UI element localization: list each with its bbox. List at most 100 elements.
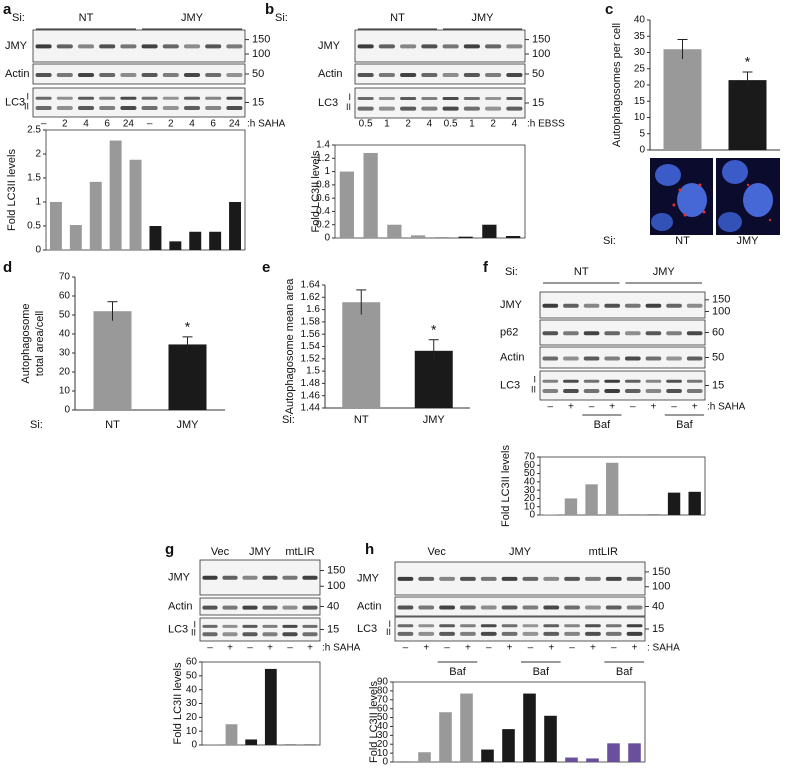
row-label: Actin (168, 600, 192, 612)
band (563, 356, 579, 361)
y-tick-label: 30 (524, 485, 536, 496)
lane-label: – (528, 643, 534, 654)
lane-label: + (465, 643, 471, 654)
mw-label: 150 (327, 564, 345, 576)
band (183, 73, 201, 77)
lane-unit: :h SAHA (322, 643, 361, 654)
y-axis-label: Fold LC3II levels (6, 149, 18, 231)
lc3-form: II (386, 627, 391, 637)
microscopy-images (650, 158, 780, 235)
band (485, 97, 502, 100)
lane-label: – (444, 643, 450, 654)
row-label: LC3 (168, 623, 188, 635)
lane-label: – (287, 643, 293, 654)
lane-unit: :h SAHA (247, 119, 286, 130)
band (605, 631, 622, 636)
band (564, 605, 580, 610)
band (506, 106, 523, 111)
bar (502, 729, 515, 762)
band (418, 631, 435, 636)
significance-mark: * (431, 321, 437, 337)
lc3-form: II (346, 102, 351, 112)
y-tick-label: 1 (35, 197, 41, 208)
band (626, 605, 643, 610)
band (183, 44, 201, 49)
band (626, 576, 643, 581)
band (222, 575, 238, 580)
band (604, 331, 621, 336)
group-label: JMY (472, 12, 495, 24)
y-tick-label: 50 (377, 712, 389, 723)
band (564, 624, 580, 628)
mw-label: 15 (652, 623, 664, 635)
band (686, 303, 703, 308)
band (583, 379, 600, 383)
band (543, 605, 560, 610)
group-label: JMY (509, 546, 532, 558)
band (604, 303, 621, 308)
band (56, 73, 73, 77)
plot-frame (539, 456, 706, 516)
band (400, 44, 417, 49)
band (202, 624, 218, 628)
band (77, 96, 95, 100)
band (183, 105, 201, 110)
band (99, 44, 116, 49)
lane-label: + (632, 643, 638, 654)
band (35, 44, 52, 49)
band (686, 388, 703, 393)
lc3-form: I (26, 92, 29, 102)
band (564, 576, 580, 581)
lane-label: + (267, 643, 273, 654)
mw-label: 50 (712, 351, 724, 363)
si-label: Si: (275, 12, 288, 24)
y-tick-label: 20 (524, 493, 536, 504)
band (205, 96, 222, 100)
band (501, 605, 518, 610)
row-label: LC3 (5, 96, 25, 108)
band (626, 631, 643, 636)
group-label: NT (79, 12, 94, 24)
band (421, 44, 438, 49)
plot-frame (392, 681, 646, 763)
band (666, 356, 682, 361)
plot-frame (334, 144, 526, 239)
band (564, 631, 580, 636)
bar (728, 80, 767, 150)
band (583, 331, 600, 336)
band (222, 605, 238, 610)
band (120, 44, 137, 49)
lane-unit: :h SAHA (707, 402, 746, 413)
y-tick-label: 35 (634, 31, 646, 42)
x-tick-label: NT (105, 419, 120, 431)
band (56, 44, 73, 49)
bar (205, 744, 218, 745)
y-tick-label: 60 (186, 657, 198, 668)
band (397, 576, 414, 581)
lane-label: 6 (210, 119, 216, 130)
band (460, 624, 476, 628)
lane-label: – (611, 643, 617, 654)
band (141, 73, 158, 77)
mw-label: 150 (532, 34, 550, 46)
band (141, 44, 158, 49)
band (226, 44, 243, 49)
band (624, 303, 641, 308)
bar (481, 749, 494, 762)
panel-letter: d (3, 259, 12, 276)
bar (189, 231, 202, 250)
band (645, 303, 662, 308)
y-axis-label: Fold LC3II levels (172, 662, 184, 744)
band (302, 575, 318, 580)
lane-label: 6 (104, 119, 110, 130)
y-axis-label: Fold LC3II levels (310, 150, 322, 232)
band (585, 631, 601, 636)
bar (688, 491, 701, 515)
y-tick-label: 0.6 (316, 193, 330, 204)
band (501, 631, 518, 636)
y-tick-label: 1.6 (306, 304, 320, 315)
lane-label: – (403, 643, 409, 654)
row-label: Actin (357, 600, 381, 612)
band (501, 576, 518, 581)
bar (458, 236, 473, 238)
